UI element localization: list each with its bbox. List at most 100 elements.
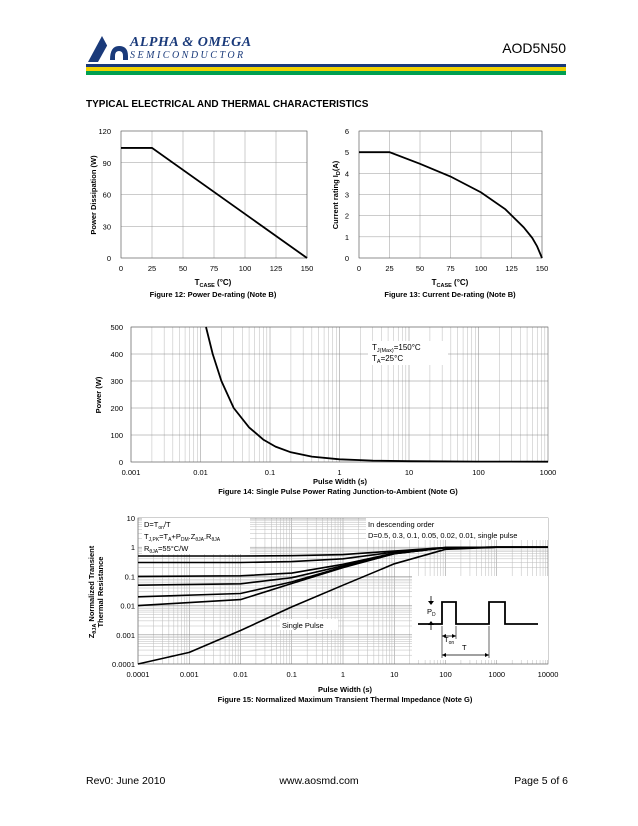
- fig15-series-6: [137, 546, 548, 665]
- fig12-frame: [120, 130, 308, 259]
- fig15-series-1: [138, 546, 548, 564]
- fig13-caption: Figure 13: Current De-rating (Note B): [384, 290, 516, 299]
- fig14-ytick-label: 500: [110, 323, 123, 332]
- fig14-ytick-label: 300: [110, 377, 123, 386]
- period-label: T: [462, 643, 467, 652]
- fig14-ticks: 0.001 0.01 0.1 1 10 100 1000 0 100 200 300 400 500: [110, 323, 556, 477]
- fig15-ytick-label: 10: [127, 514, 135, 523]
- fig12-ylabel: Power Dissipation (W): [89, 155, 98, 235]
- fig15-xtick-label: 10: [390, 670, 398, 679]
- fig15-series-4: [137, 546, 548, 598]
- fig15-ytick-label: 0.001: [116, 631, 135, 640]
- fig12-xtick-label: 25: [148, 264, 156, 273]
- fig12-xlabel: TCASE (°C): [195, 278, 232, 289]
- fig13-grid: [358, 130, 543, 259]
- fig13-frame: [358, 130, 543, 259]
- pd-label: PD: [427, 607, 436, 618]
- fig12-plot: [121, 147, 308, 259]
- fig12-ticks: 0 25 50 75 100 125 150 0 30 60 90 120: [98, 127, 313, 273]
- fig13-xtick-label: 50: [416, 264, 424, 273]
- fig14-ytick-label: 200: [110, 404, 123, 413]
- fig14-xtick-label: 100: [472, 468, 485, 477]
- fig13-ytick-label: 2: [345, 212, 349, 221]
- fig15-series-3: [137, 546, 548, 586]
- fig15-ytick-label: 1: [131, 543, 135, 552]
- alpha-omega-logo-icon: [88, 36, 128, 62]
- fig13-xtick-label: 75: [446, 264, 454, 273]
- fig15-eq-tjpk: TJ,PK=TA+PDM.ZθJA.RθJA: [144, 532, 221, 543]
- fig14-xlabel: Pulse Width (s): [313, 477, 368, 486]
- fig14-note-tjmax: TJ(Max)=150°C: [372, 343, 421, 354]
- fig14-xtick-label: 1: [337, 468, 341, 477]
- fig15-descending-order-note: In descending order D=0.5, 0.3, 0.1, 0.0…: [366, 518, 548, 540]
- fig13-ytick-label: 5: [345, 148, 349, 157]
- fig12-xtick-label: 150: [301, 264, 314, 273]
- fig13-xtick-label: 25: [385, 264, 393, 273]
- fig14-xtick-label: 10: [405, 468, 413, 477]
- fig12-ytick-label: 30: [103, 222, 111, 231]
- fig14-note-ta: TA=25°C: [372, 354, 403, 365]
- company-logo: ALPHA & OMEGA SEMICONDUCTOR: [88, 34, 288, 64]
- fig15-caption: Figure 15: Normalized Maximum Transient …: [218, 695, 473, 704]
- fig14-caption: Figure 14: Single Pulse Power Rating Jun…: [218, 487, 458, 496]
- fig15-ytick-label: 0.0001: [112, 660, 135, 669]
- fig15-ylabel-line1: ZθJA Normalized Transient: [87, 545, 98, 638]
- fig13-ytick-label: 0: [345, 254, 349, 263]
- fig15-xtick-label: 1000: [488, 670, 505, 679]
- fig15-desc-line1: In descending order: [368, 520, 435, 529]
- fig15-grid: [137, 517, 549, 665]
- fig15-xtick-label: 0.1: [287, 670, 297, 679]
- fig13-ylabel: Current rating ID(A): [331, 160, 342, 229]
- fig15-plot: [137, 546, 548, 665]
- fig14-xtick-label: 0.1: [265, 468, 275, 477]
- fig15-xtick-label: 0.0001: [127, 670, 150, 679]
- fig12-xtick-label: 0: [119, 264, 123, 273]
- fig13-ticks: 0 25 50 75 100 125 150 0 1 2 3 4 5 6: [345, 127, 548, 273]
- fig13-xtick-label: 0: [357, 264, 361, 273]
- fig15-xtick-label: 1: [341, 670, 345, 679]
- fig15-desc-line2: D=0.5, 0.3, 0.1, 0.05, 0.02, 0.01, singl…: [368, 531, 517, 540]
- fig13-xtick-label: 125: [505, 264, 518, 273]
- fig15-ytick-label: 0.1: [125, 572, 135, 581]
- fig15-equations: D=Ton/T TJ,PK=TA+PDM.ZθJA.RθJA RθJA=55°C…: [142, 518, 250, 555]
- fig12-grid: [120, 130, 308, 259]
- fig12-ytick-label: 120: [98, 127, 111, 136]
- fig14-note-background: [368, 341, 448, 365]
- fig15-xtick-label: 10000: [538, 670, 559, 679]
- fig13-xlabel: TCASE (°C): [432, 278, 469, 289]
- fig15-ticks: 0.0001 0.001 0.01 0.1 1 10 100 1000 10000 0.0001 0…: [112, 514, 558, 679]
- brand-subname: SEMICONDUCTOR: [130, 50, 246, 61]
- fig14-xtick-label: 1000: [540, 468, 557, 477]
- header-stripe: [86, 64, 566, 75]
- fig15-ylabel-line2: Thermal Resistance: [96, 557, 105, 628]
- part-number: AOD5N50: [502, 40, 566, 56]
- fig14-ytick-label: 100: [110, 431, 123, 440]
- fig14-frame: [130, 326, 549, 463]
- fig12-series-line: [121, 147, 308, 259]
- fig15-xlabel: Pulse Width (s): [318, 685, 373, 694]
- ton-label: Ton: [444, 635, 454, 646]
- fig12-ytick-label: 90: [103, 159, 111, 168]
- footer-website[interactable]: www.aosmd.com: [279, 775, 359, 787]
- fig15-frame: [137, 517, 549, 665]
- fig13-series-line: [359, 151, 543, 259]
- fig12-xtick-label: 50: [179, 264, 187, 273]
- fig14-grid: [130, 326, 549, 463]
- fig15-ytick-label: 0.01: [120, 602, 135, 611]
- fig13-ytick-label: 6: [345, 127, 349, 136]
- fig14-ytick-label: 400: [110, 350, 123, 359]
- fig15-eq-rtheta: RθJA=55°C/W: [144, 544, 189, 555]
- fig15-xtick-label: 0.001: [180, 670, 199, 679]
- fig12-xtick-label: 75: [210, 264, 218, 273]
- fig13-plot: [359, 151, 543, 259]
- fig15-series-5: [137, 546, 548, 607]
- footer-page-number: Page 5 of 6: [514, 775, 568, 787]
- fig15-xtick-label: 100: [439, 670, 452, 679]
- fig12-xtick-label: 125: [270, 264, 283, 273]
- fig15-pulse-diagram: PD Ton T: [412, 576, 548, 660]
- fig13-ytick-label: 4: [345, 169, 349, 178]
